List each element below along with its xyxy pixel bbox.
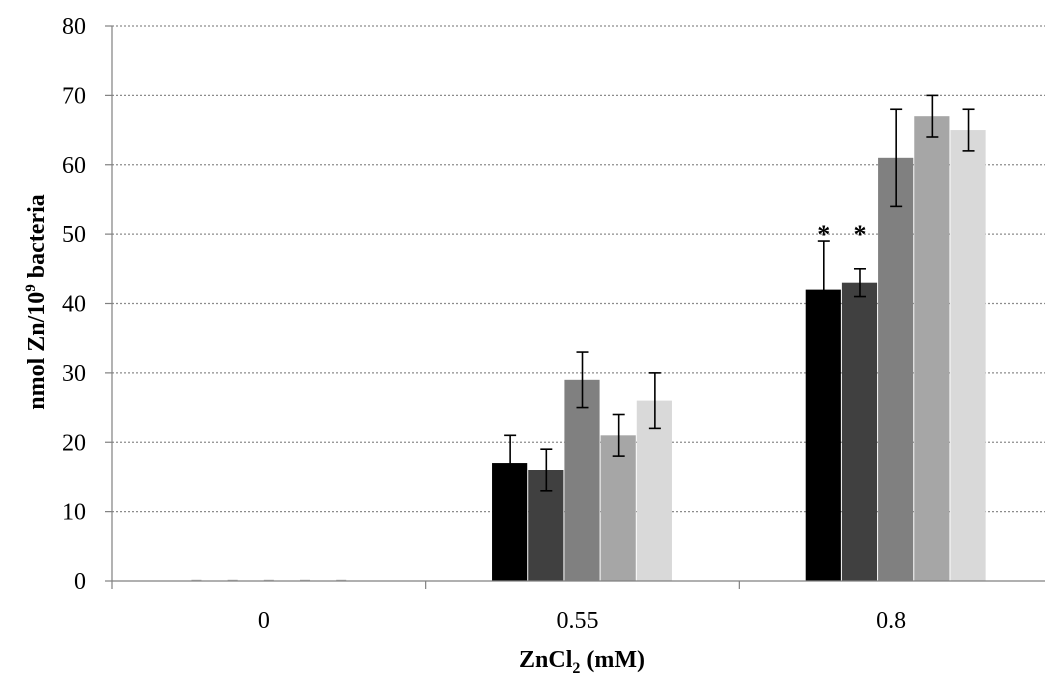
x-category-label: 0.55 — [557, 608, 599, 634]
bar — [564, 379, 600, 581]
significance-annotations: * * — [817, 220, 866, 249]
y-tick-label: 30 — [62, 361, 86, 387]
x-category-label: 0 — [258, 608, 270, 634]
y-tick-label: 0 — [74, 569, 86, 595]
y-axis-title: nmol Zn/109 bacteria — [23, 194, 50, 410]
bar — [914, 116, 950, 581]
x-axis-title-subscript: 2 — [572, 660, 580, 677]
bars — [191, 94, 986, 582]
y-tick-label: 70 — [62, 83, 86, 109]
y-axis-title-suffix: bacteria — [24, 194, 50, 284]
y-tick-label: 50 — [62, 222, 86, 248]
y-tick-labels: 0 10 20 30 40 50 60 70 80 — [62, 14, 86, 595]
y-tick-label: 20 — [62, 430, 86, 456]
y-axis-title-superscript: 9 — [23, 284, 39, 292]
y-tick-label: 80 — [62, 14, 86, 40]
bar — [878, 157, 914, 581]
y-tick-label: 10 — [62, 500, 86, 526]
bar — [600, 435, 636, 581]
axes — [105, 25, 1045, 589]
bar — [636, 400, 672, 581]
x-axis-title: ZnCl2 (mM) — [519, 647, 645, 677]
bar — [841, 282, 878, 581]
significance-star: * — [817, 220, 830, 249]
y-tick-label: 40 — [62, 292, 86, 318]
y-tick-label: 60 — [62, 153, 86, 179]
x-category-labels: 0 0.55 0.8 — [258, 608, 906, 634]
bar — [950, 130, 986, 581]
x-category-label: 0.8 — [876, 608, 906, 634]
significance-star: * — [853, 220, 866, 249]
x-axis-title-suffix: (mM) — [580, 647, 645, 673]
